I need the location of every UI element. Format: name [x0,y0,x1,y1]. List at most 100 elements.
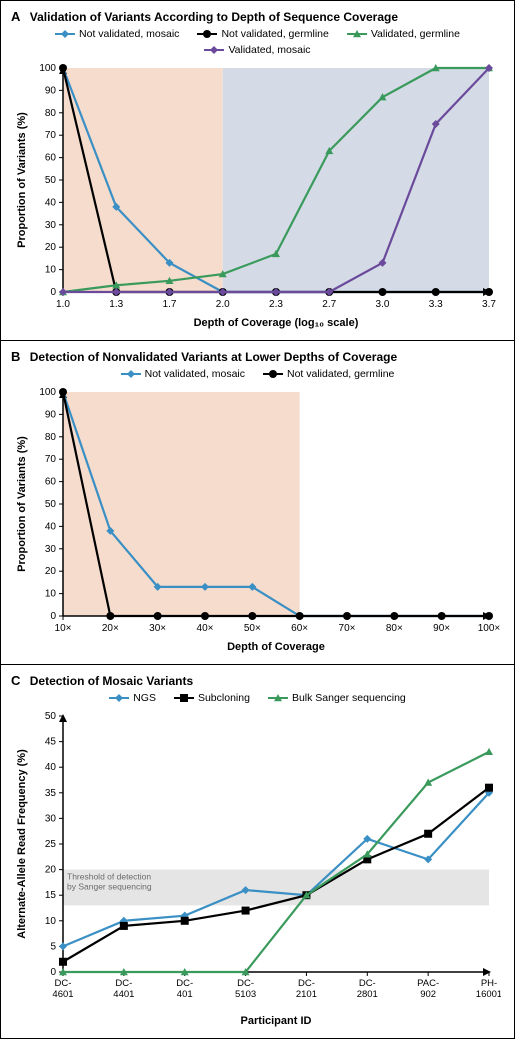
x-tick-label: PAC- [417,978,439,989]
x-tick-label: 20× [102,623,119,634]
legend-marker-icon [347,28,367,40]
panel-c-title-text: Detection of Mosaic Variants [30,674,193,688]
y-tick-label: 40 [45,197,57,208]
legend-item: Validated, mosaic [204,44,310,56]
y-axis-label: Proportion of Variants (%) [16,112,28,248]
x-axis-label: Depth of Coverage (log₁₀ scale) [194,317,359,329]
x-tick-label: 3.7 [482,299,496,310]
x-tick-label: 2.7 [322,299,336,310]
x-tick-label: 3.0 [376,299,390,310]
y-tick-label: 20 [45,566,57,577]
legend-item-label: Validated, mosaic [228,44,310,56]
legend-item: Validated, germline [347,28,460,40]
x-axis-arrow-icon [483,968,491,976]
y-axis-label: Proportion of Variants (%) [16,436,28,572]
panel-a-letter: A [11,9,20,24]
x-tick-label-2: 401 [177,989,193,1000]
y-tick-label: 100 [39,63,56,74]
y-tick-label: 35 [45,788,57,799]
y-tick-label: 40 [45,521,57,532]
x-tick-label: 10× [55,623,72,634]
legend-marker-icon [109,692,129,704]
panel-b-title: B Detection of Nonvalidated Variants at … [11,349,504,364]
panel-b-chart: 010203040506070809010010×20×30×40×50×60×… [11,384,501,654]
series-marker-icon [390,612,398,620]
y-tick-label: 30 [45,813,57,824]
y-tick-label: 20 [45,865,57,876]
x-tick-label: 60× [291,623,308,634]
x-tick-label-2: 4601 [52,989,73,1000]
x-tick-label-2: 5103 [235,989,256,1000]
legend-marker-icon [197,28,217,40]
series-marker-icon [485,748,493,755]
y-tick-label: 40 [45,762,57,773]
x-tick-label: DC- [115,978,132,989]
legend-item-label: Subcloning [198,692,250,704]
legend-item: Not validated, germline [197,28,328,40]
x-tick-label-2: 4401 [113,989,134,1000]
x-tick-label: 2.0 [216,299,230,310]
legend-item: NGS [109,692,156,704]
x-tick-label: 30× [149,623,166,634]
panel-c: C Detection of Mosaic Variants NGS Subclo… [0,665,515,1039]
y-tick-label: 0 [50,611,56,622]
panel-c-letter: C [11,673,20,688]
panel-b-letter: B [11,349,20,364]
legend-marker-icon [121,368,141,380]
legend-item-label: Not validated, germline [287,368,394,380]
panel-a-title-text: Validation of Variants According to Dept… [30,10,398,24]
y-tick-label: 25 [45,839,57,850]
y-tick-label: 50 [45,711,57,722]
series-marker-icon [59,64,67,72]
panel-c-legend: NGS Subcloning Bulk Sanger sequencing [11,692,504,704]
legend-item-label: Not validated, mosaic [79,28,179,40]
legend-marker-icon [268,692,288,704]
series-marker-icon [59,958,67,966]
y-tick-label: 80 [45,432,57,443]
y-tick-label: 10 [45,916,57,927]
y-tick-label: 60 [45,153,57,164]
y-tick-label: 30 [45,220,57,231]
x-tick-label: PH- [481,978,497,989]
series-marker-icon [485,612,493,620]
legend-marker-icon [204,44,224,56]
legend-item: Bulk Sanger sequencing [268,692,406,704]
shade-region [63,392,300,616]
series-marker-icon [120,922,128,930]
series-marker-icon [379,288,387,296]
y-tick-label: 50 [45,175,57,186]
x-tick-label-2: 2101 [296,989,317,1000]
y-tick-label: 80 [45,108,57,119]
y-tick-label: 0 [50,967,56,978]
series-marker-icon [485,784,493,792]
series-marker-icon [154,612,162,620]
series-marker-icon [432,288,440,296]
x-tick-label: DC- [176,978,193,989]
legend-marker-icon [174,692,194,704]
y-tick-label: 100 [39,387,56,398]
legend-marker-icon [55,28,75,40]
x-tick-label: DC- [298,978,315,989]
y-tick-label: 50 [45,499,57,510]
x-tick-label: 3.3 [429,299,443,310]
y-tick-label: 90 [45,85,57,96]
y-axis-arrow-icon [59,714,67,722]
series-marker-icon [485,288,493,296]
y-tick-label: 70 [45,454,57,465]
x-tick-label: 90× [433,623,450,634]
threshold-label: Threshold of detection [67,872,151,882]
x-axis-label: Depth of Coverage [227,641,325,653]
series-marker-icon [59,388,67,396]
x-tick-label-2: 16001 [476,989,501,1000]
y-axis-label: Alternate-Allele Read Frequency (%) [16,749,28,939]
legend-item-label: Validated, germline [371,28,460,40]
panel-a-title: A Validation of Variants According to De… [11,9,504,24]
x-tick-label: 1.0 [56,299,70,310]
y-tick-label: 15 [45,890,57,901]
x-tick-label: 2.3 [269,299,283,310]
y-tick-label: 20 [45,242,57,253]
y-tick-label: 0 [50,287,56,298]
legend-item-label: Not validated, germline [221,28,328,40]
y-tick-label: 10 [45,265,57,276]
x-tick-label: DC- [55,978,72,989]
